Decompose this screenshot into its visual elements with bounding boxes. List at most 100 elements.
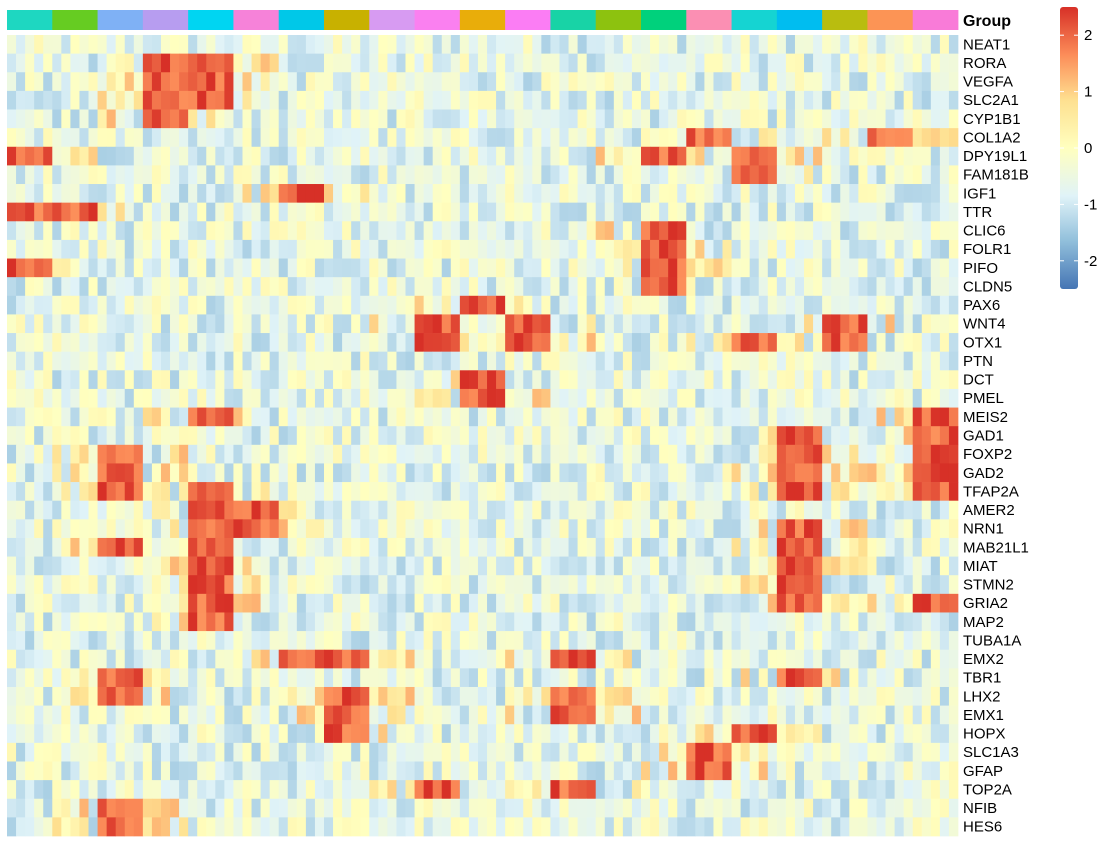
heatmap-cell [405, 668, 415, 688]
heatmap-cell [794, 482, 805, 502]
heatmap-cell [97, 593, 107, 613]
heatmap-cell [613, 668, 624, 688]
heatmap-cell [405, 798, 415, 818]
heatmap-cell [34, 463, 44, 483]
heatmap-cell [704, 780, 714, 800]
heatmap-cell [532, 295, 542, 315]
heatmap-cell [740, 463, 751, 483]
heatmap-cell [224, 351, 234, 371]
heatmap-cell [142, 519, 153, 539]
heatmap-cell [550, 407, 560, 427]
heatmap-cell [97, 184, 107, 203]
heatmap-cell [903, 537, 914, 557]
heatmap-cell [622, 35, 633, 54]
heatmap-cell [948, 612, 959, 632]
heatmap-cell [550, 314, 560, 334]
heatmap-cell [151, 742, 162, 762]
heatmap-cell [296, 146, 307, 166]
heatmap-cell [133, 519, 144, 539]
heatmap-cell [867, 202, 877, 222]
heatmap-cell [840, 333, 850, 353]
heatmap-cell [206, 593, 216, 613]
heatmap-cell [532, 556, 542, 576]
heatmap-cell [333, 221, 343, 241]
heatmap-cell [251, 612, 261, 632]
heatmap-cell [233, 817, 243, 837]
heatmap-cell [16, 239, 26, 259]
heatmap-cell [450, 277, 461, 297]
heatmap-cell [369, 221, 379, 241]
heatmap-cell [876, 184, 886, 203]
heatmap-cell [432, 370, 443, 390]
heatmap-cell [97, 649, 107, 669]
heatmap-cell [441, 388, 452, 408]
heatmap-cell [25, 500, 35, 520]
heatmap-cell [296, 686, 307, 706]
heatmap-cell [142, 686, 153, 706]
heatmap-cell [206, 649, 216, 669]
heatmap-cell [885, 426, 895, 446]
heatmap-cell [97, 761, 107, 781]
heatmap-cell [142, 742, 153, 762]
heatmap-cell [831, 444, 841, 464]
heatmap-cell [468, 686, 479, 706]
heatmap-cell [179, 780, 189, 800]
heatmap-cell [668, 780, 678, 800]
heatmap-cell [188, 258, 198, 278]
heatmap-cell [849, 668, 859, 688]
heatmap-cell [52, 109, 62, 129]
heatmap-cell [550, 537, 560, 557]
heatmap-cell [523, 463, 533, 483]
heatmap-cell [912, 500, 923, 520]
heatmap-cell [595, 519, 606, 539]
heatmap-cell [115, 612, 126, 632]
heatmap-cell [921, 370, 932, 390]
heatmap-cell [16, 537, 26, 557]
heatmap-cell [505, 537, 515, 557]
heatmap-cell [378, 817, 388, 837]
heatmap-cell [849, 109, 859, 129]
heatmap-cell [142, 612, 153, 632]
heatmap-cell [631, 668, 642, 688]
heatmap-cell [160, 53, 171, 73]
heatmap-cell [151, 482, 162, 502]
heatmap-cell [532, 351, 542, 371]
heatmap-cell [34, 705, 44, 725]
group-color-cell [52, 10, 98, 30]
heatmap-cell [885, 351, 895, 371]
heatmap-cell [441, 780, 452, 800]
heatmap-cell [450, 612, 461, 632]
heatmap-cell [450, 668, 461, 688]
heatmap-cell [568, 556, 578, 576]
heatmap-cell [758, 333, 769, 353]
heatmap-cell [704, 463, 714, 483]
heatmap-cell [7, 109, 17, 129]
heatmap-cell [577, 463, 588, 483]
heatmap-cell [305, 742, 316, 762]
heatmap-cell [930, 388, 941, 408]
heatmap-cell [79, 742, 89, 762]
heatmap-cell [586, 724, 597, 744]
heatmap-cell [360, 388, 370, 408]
heatmap-cell [514, 333, 524, 353]
heatmap-cell [785, 295, 796, 315]
heatmap-cell [441, 686, 452, 706]
heatmap-cell [885, 128, 895, 148]
heatmap-cell [197, 295, 207, 315]
heatmap-cell [622, 612, 633, 632]
heatmap-cell [523, 724, 533, 744]
heatmap-cell [505, 165, 515, 185]
heatmap-cell [414, 519, 424, 539]
heatmap-cell [613, 631, 624, 651]
heatmap-cell [296, 742, 307, 762]
heatmap-cell [224, 482, 234, 502]
heatmap-cell [541, 780, 551, 800]
heatmap-cell [487, 575, 497, 595]
heatmap-cell [314, 407, 325, 427]
heatmap-cell [387, 612, 397, 632]
heatmap-cell [541, 463, 551, 483]
heatmap-cell [305, 463, 316, 483]
heatmap-cell [170, 612, 180, 632]
heatmap-cell [70, 351, 80, 371]
heatmap-cell [894, 705, 905, 725]
